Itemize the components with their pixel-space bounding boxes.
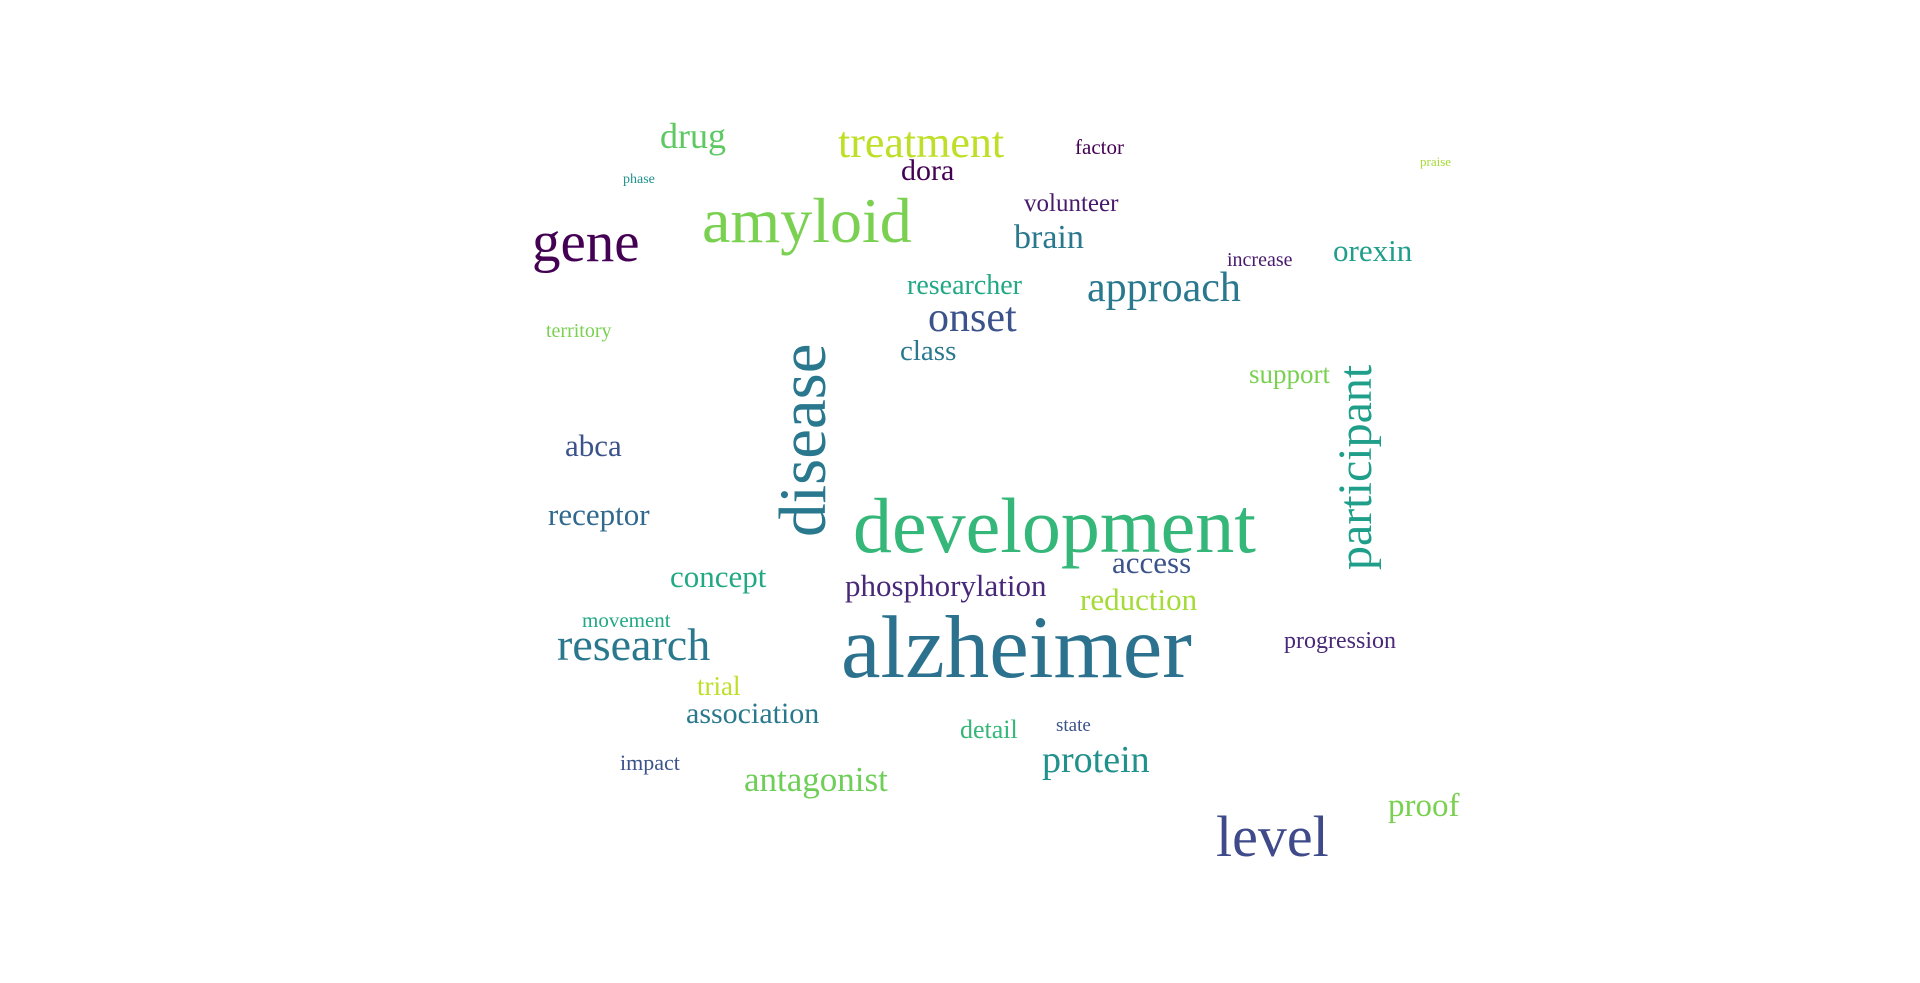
word-impact: impact (620, 750, 680, 775)
word-concept: concept (670, 559, 767, 594)
word-factor: factor (1075, 135, 1124, 159)
word-receptor: receptor (548, 497, 650, 532)
word-state: state (1056, 715, 1091, 736)
word-antagonist: antagonist (744, 760, 888, 799)
word-participant: participant (1329, 364, 1382, 570)
word-reduction: reduction (1080, 582, 1198, 617)
word-dora: dora (901, 154, 955, 187)
word-protein: protein (1042, 739, 1150, 781)
word-volunteer: volunteer (1024, 190, 1119, 217)
word-researcher: researcher (907, 270, 1023, 301)
word-development: development (853, 482, 1256, 569)
word-disease: disease (766, 343, 840, 537)
word-progression: progression (1284, 628, 1396, 654)
word-brain: brain (1014, 219, 1084, 256)
word-phosphorylation: phosphorylation (845, 568, 1047, 603)
word-territory: territory (546, 320, 612, 342)
word-phase: phase (623, 172, 655, 187)
word-orexin: orexin (1333, 233, 1413, 268)
word-access: access (1112, 545, 1192, 580)
word-praise: praise (1420, 154, 1452, 169)
word-increase: increase (1227, 249, 1293, 271)
word-drug: drug (660, 116, 726, 156)
word-onset: onset (928, 295, 1017, 341)
word-class: class (900, 335, 957, 367)
word-proof: proof (1388, 788, 1460, 824)
word-level: level (1216, 804, 1329, 869)
word-detail: detail (960, 715, 1018, 744)
word-alzheimer: alzheimer (841, 599, 1192, 697)
word-association: association (686, 697, 820, 730)
word-gene: gene (532, 211, 640, 274)
word-movement: movement (582, 608, 671, 632)
word-support: support (1249, 359, 1330, 389)
word-treatment: treatment (838, 118, 1005, 167)
word-research: research (557, 619, 711, 670)
word-amyloid: amyloid (702, 185, 912, 256)
word-abca: abca (565, 428, 622, 463)
word-trial: trial (697, 671, 741, 701)
word-approach: approach (1087, 265, 1241, 311)
